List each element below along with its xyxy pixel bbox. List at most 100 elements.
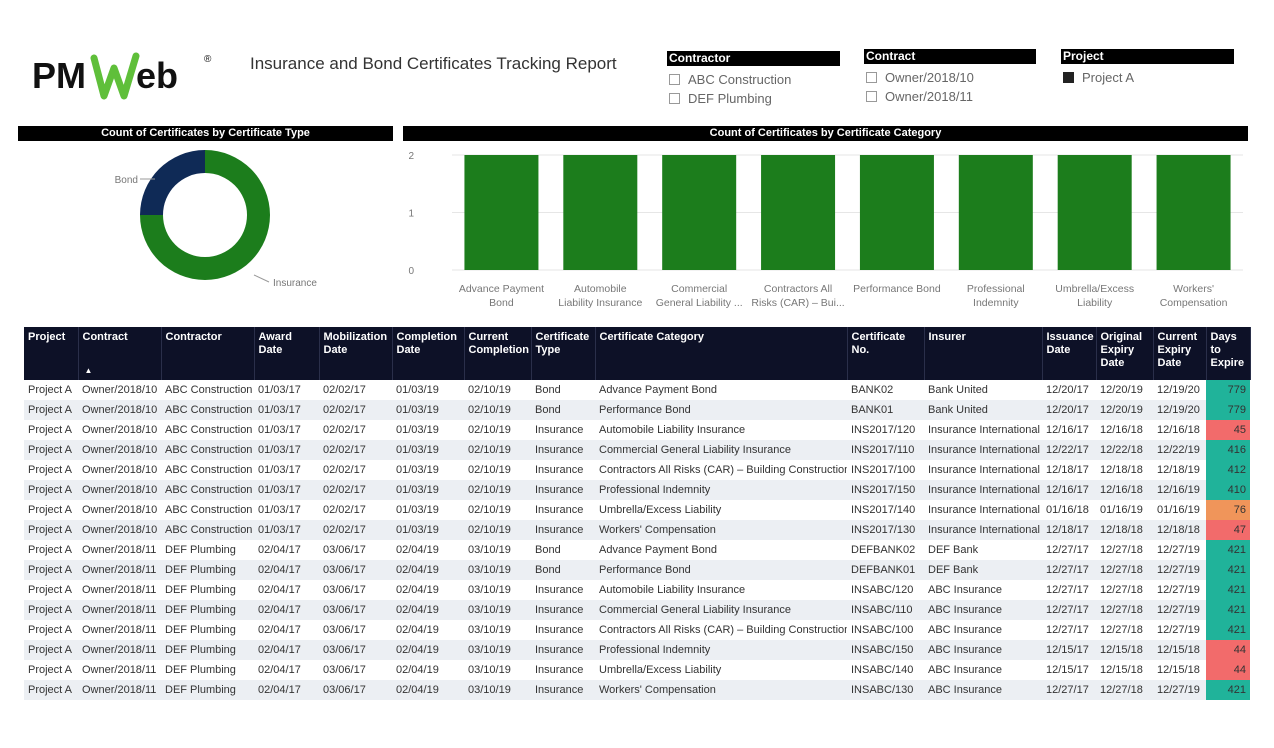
table-cell: Contractors All Risks (CAR) – Building C…	[599, 624, 847, 636]
table-cell: Project A	[24, 480, 78, 500]
column-header[interactable]: Certificate No.	[847, 327, 925, 380]
table-cell: Insurance	[535, 584, 584, 596]
table-row[interactable]: Project A Owner/2018/11 DEF Plumbing 02/04/…	[24, 600, 1250, 620]
table-row[interactable]: Project A Owner/2018/11 DEF Plumbing 02/04/…	[24, 620, 1250, 640]
table-cell: 03/10/19	[468, 664, 511, 676]
table-cell: 01/03/17	[254, 480, 319, 500]
table-cell: Insurance	[531, 520, 595, 540]
table-cell: 02/10/19	[468, 424, 511, 436]
column-header[interactable]: Days to Expire	[1206, 327, 1251, 380]
days-to-expire-cell: 421	[1206, 580, 1250, 600]
bar[interactable]	[464, 155, 539, 270]
table-cell: Owner/2018/11	[82, 544, 157, 556]
table-cell: 12/20/17	[1046, 384, 1089, 396]
table-cell: INS2017/120	[851, 424, 916, 436]
bar[interactable]	[859, 155, 934, 270]
days-to-expire-cell: 421	[1206, 600, 1250, 620]
column-header[interactable]: Original Expiry Date	[1096, 327, 1154, 380]
slicer-option-owner-2018-10[interactable]: Owner/2018/10	[866, 68, 1036, 87]
table-row[interactable]: Project A Owner/2018/10 ABC Construction 01…	[24, 480, 1250, 500]
table-row[interactable]: Project A Owner/2018/10 ABC Construction 01…	[24, 500, 1250, 520]
table-cell: 02/02/17	[323, 424, 366, 436]
table-row[interactable]: Project A Owner/2018/11 DEF Plumbing 02/04/…	[24, 540, 1250, 560]
checkbox-icon[interactable]	[866, 72, 877, 83]
table-cell: Owner/2018/11	[82, 584, 157, 596]
slicer-option-abc-construction[interactable]: ABC Construction	[669, 70, 840, 89]
x-tick-label: Commercial	[671, 283, 727, 295]
column-header[interactable]: Contract ▲	[78, 327, 162, 380]
column-header[interactable]: Completion Date	[392, 327, 465, 380]
table-row[interactable]: Project A Owner/2018/11 DEF Plumbing 02/04/…	[24, 580, 1250, 600]
table-cell: Project A	[24, 560, 78, 580]
slicer-option-owner-2018-11[interactable]: Owner/2018/11	[866, 87, 1036, 106]
x-tick-label: Liability	[1077, 297, 1113, 309]
table-row[interactable]: Project A Owner/2018/10 ABC Construction 01…	[24, 400, 1250, 420]
y-tick-label: 2	[408, 151, 414, 162]
table-row[interactable]: Project A Owner/2018/10 ABC Construction 01…	[24, 520, 1250, 540]
table-cell: Project A	[28, 584, 73, 596]
table-row[interactable]: Project A Owner/2018/11 DEF Plumbing 02/04/…	[24, 660, 1250, 680]
table-cell: Automobile Liability Insurance	[599, 424, 746, 436]
table-cell: ABC Insurance	[924, 600, 1042, 620]
column-header[interactable]: Current Completion	[464, 327, 532, 380]
table-cell: 02/04/17	[258, 584, 301, 596]
bar[interactable]	[958, 155, 1033, 270]
column-header[interactable]: Issuance Date	[1042, 327, 1097, 380]
checkbox-icon[interactable]	[866, 91, 877, 102]
slicer-option-project-a[interactable]: Project A	[1063, 68, 1234, 87]
table-row[interactable]: Project A Owner/2018/10 ABC Construction 01…	[24, 380, 1250, 400]
table-cell: 01/03/19	[392, 480, 464, 500]
table-cell: 02/04/17	[254, 560, 319, 580]
table-cell: Bond	[531, 560, 595, 580]
column-header[interactable]: Contractor	[161, 327, 255, 380]
y-tick-label: 1	[408, 209, 414, 220]
days-to-expire-cell: 410	[1206, 480, 1250, 500]
table-cell: Performance Bond	[595, 560, 847, 580]
table-row[interactable]: Project A Owner/2018/10 ABC Construction 01…	[24, 440, 1250, 460]
table-row[interactable]: Project A Owner/2018/11 DEF Plumbing 02/04/…	[24, 680, 1250, 700]
slicer-option-def-plumbing[interactable]: DEF Plumbing	[669, 89, 840, 108]
bar[interactable]	[662, 155, 737, 270]
table-cell: 02/04/19	[392, 680, 464, 700]
table-cell: DEF Plumbing	[161, 600, 254, 620]
table-cell: 02/04/19	[396, 624, 439, 636]
table-cell: 03/10/19	[464, 560, 531, 580]
column-header[interactable]: Certificate Category	[595, 327, 848, 380]
table-cell: 03/06/17	[319, 560, 392, 580]
table-cell: 03/10/19	[464, 680, 531, 700]
table-row[interactable]: Project A Owner/2018/10 ABC Construction 01…	[24, 420, 1250, 440]
column-header[interactable]: Current Expiry Date	[1153, 327, 1207, 380]
table-cell: 01/03/19	[392, 520, 464, 540]
bar[interactable]	[563, 155, 638, 270]
table-row[interactable]: Project A Owner/2018/11 DEF Plumbing 02/04/…	[24, 640, 1250, 660]
days-to-expire-cell: 44	[1206, 640, 1250, 660]
table-cell: 12/16/17	[1042, 480, 1096, 500]
table-cell: INSABC/130	[847, 680, 924, 700]
donut-slice-bond[interactable]	[140, 150, 205, 215]
table-cell: Owner/2018/10	[82, 424, 158, 436]
table-cell: 12/27/18	[1096, 560, 1153, 580]
pmweb-logo: PM eb ®	[32, 46, 222, 102]
column-header[interactable]: Certificate Type	[531, 327, 596, 380]
column-header[interactable]: Award Date	[254, 327, 320, 380]
column-header[interactable]: Project	[24, 327, 79, 380]
days-to-expire-cell: 421	[1206, 680, 1250, 700]
donut-slice-insurance[interactable]	[140, 150, 270, 280]
sort-ascending-icon[interactable]: ▲	[84, 366, 93, 375]
checkbox-icon[interactable]	[669, 93, 680, 104]
checkbox-checked-icon[interactable]	[1063, 72, 1074, 83]
bar[interactable]	[1057, 155, 1132, 270]
column-header[interactable]: Mobilization Date	[319, 327, 393, 380]
contractor-slicer-title: Contractor	[667, 51, 840, 66]
table-row[interactable]: Project A Owner/2018/10 ABC Construction 01…	[24, 460, 1250, 480]
bar[interactable]	[761, 155, 836, 270]
days-to-expire-cell: 416	[1206, 440, 1250, 460]
table-cell: 12/27/17	[1042, 680, 1096, 700]
table-cell: ABC Construction	[165, 424, 253, 436]
table-row[interactable]: Project A Owner/2018/11 DEF Plumbing 02/04/…	[24, 560, 1250, 580]
table-cell: 12/19/20	[1157, 384, 1200, 396]
checkbox-icon[interactable]	[669, 74, 680, 85]
column-header[interactable]: Insurer	[924, 327, 1043, 380]
table-cell: 12/16/18	[1100, 424, 1143, 436]
bar[interactable]	[1156, 155, 1231, 270]
